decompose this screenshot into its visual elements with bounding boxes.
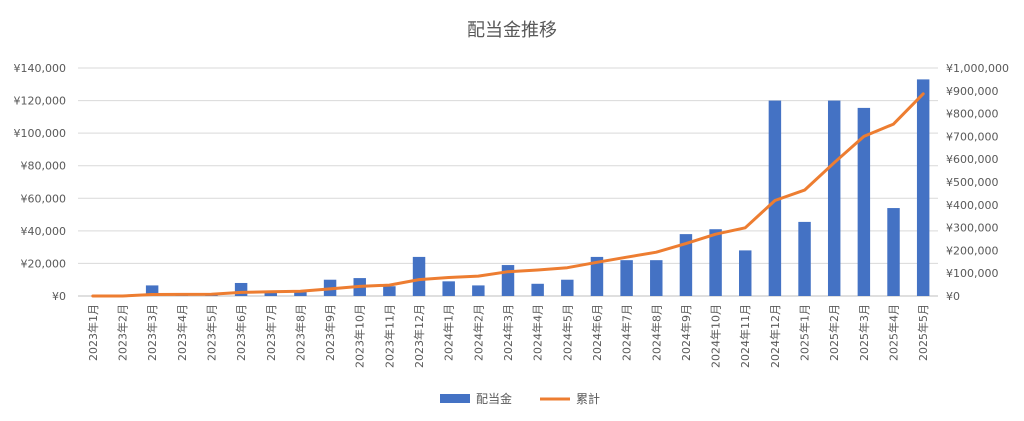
dividend-bar [916, 79, 930, 297]
dividend-bar [739, 250, 752, 296]
dividend-bar [264, 291, 277, 296]
chart-title: 配当金推移 [467, 20, 557, 41]
left-axis-tick-label: ¥40,000 [21, 225, 67, 238]
x-axis-tick-label: 2025年4月 [887, 304, 901, 361]
x-axis-tick-label: 2024年6月 [590, 304, 604, 361]
dividend-bar [679, 234, 693, 296]
x-axis-tick-label: 2023年8月 [293, 304, 307, 361]
right-axis-tick-label: ¥700,000 [946, 130, 999, 143]
dividend-bar [798, 221, 811, 296]
dividend-bar [145, 285, 159, 296]
gridlines [78, 67, 938, 297]
x-axis-tick-label: 2024年4月 [531, 304, 545, 361]
dividend-bar [501, 265, 515, 296]
right-axis-tick-label: ¥1,000,000 [946, 62, 1009, 75]
cumulative-line [91, 92, 925, 298]
dividend-bar [827, 100, 841, 296]
left-axis-tick-label: ¥0 [52, 290, 66, 303]
dividend-bar [709, 229, 722, 296]
x-axis-tick-label: 2024年12月 [768, 304, 782, 368]
legend: 配当金 累計 [440, 391, 600, 406]
x-axis-tick-label: 2023年10月 [353, 304, 367, 368]
x-axis-ticks: 2023年1月 2023年2月 2023年3月 2023年4月 2023年5月 2023年… [86, 304, 930, 368]
right-axis-tick-label: ¥900,000 [946, 85, 999, 98]
dividend-bar [472, 285, 485, 296]
x-axis-tick-label: 2023年12月 [412, 304, 426, 368]
x-axis-tick-label: 2025年1月 [798, 304, 812, 361]
right-axis-tick-label: ¥400,000 [946, 199, 999, 212]
x-axis-tick-label: 2025年5月 [916, 304, 930, 361]
x-axis-tick-label: 2024年7月 [620, 304, 634, 361]
right-axis-tick-label: ¥600,000 [946, 153, 999, 166]
x-axis-tick-label: 2023年11月 [382, 304, 396, 368]
x-axis-tick-label: 2025年3月 [857, 304, 871, 361]
x-axis-tick-label: 2023年4月 [175, 304, 189, 361]
x-axis-tick-label: 2023年7月 [264, 304, 278, 361]
x-axis-tick-label: 2024年11月 [738, 304, 752, 368]
dividend-bars [145, 79, 930, 297]
right-axis-tick-label: ¥0 [946, 290, 960, 303]
legend-label-dividend: 配当金 [476, 391, 512, 406]
x-axis-tick-label: 2023年1月 [86, 304, 100, 361]
legend-label-cumulative: 累計 [576, 391, 600, 406]
dividend-bar [294, 291, 307, 296]
dividend-bar [887, 208, 900, 296]
left-axis-tick-label: ¥120,000 [14, 95, 67, 108]
dividend-bar [383, 286, 396, 296]
x-axis-tick-label: 2023年3月 [145, 304, 159, 361]
left-axis-tick-label: ¥80,000 [21, 160, 67, 173]
legend-bar-swatch [440, 394, 470, 403]
x-axis-tick-label: 2024年10月 [709, 304, 723, 368]
x-axis-tick-label: 2023年6月 [234, 304, 248, 361]
left-axis-tick-label: ¥100,000 [14, 127, 67, 140]
x-axis-tick-label: 2024年1月 [442, 304, 456, 361]
x-axis-tick-label: 2025年2月 [827, 304, 841, 361]
dividend-bar [650, 260, 663, 296]
right-axis-tick-label: ¥800,000 [946, 108, 999, 121]
dividend-bar [412, 256, 426, 296]
dividend-bar [561, 279, 574, 296]
dividend-bar [620, 260, 633, 296]
x-axis-tick-label: 2023年5月 [204, 304, 218, 361]
x-axis-tick-label: 2024年5月 [560, 304, 574, 361]
dividend-bar [590, 256, 604, 296]
right-axis-ticks: ¥0 ¥100,000 ¥200,000 ¥300,000 ¥400,000 ¥500,0… [946, 62, 1009, 303]
dividend-bar [442, 281, 455, 296]
cumulative-series-line [91, 92, 925, 298]
x-axis-tick-label: 2023年2月 [116, 304, 130, 361]
left-axis-ticks: ¥0 ¥20,000 ¥40,000 ¥60,000 ¥80,000 ¥100,000 ¥1… [14, 62, 67, 303]
right-axis-tick-label: ¥100,000 [946, 267, 999, 280]
x-axis-tick-label: 2024年3月 [501, 304, 515, 361]
x-axis-tick-label: 2024年9月 [679, 304, 693, 361]
right-axis-tick-label: ¥500,000 [946, 176, 999, 189]
left-axis-tick-label: ¥20,000 [21, 257, 67, 270]
x-axis-tick-label: 2024年8月 [649, 304, 663, 361]
right-axis-tick-label: ¥200,000 [946, 244, 999, 257]
dividend-bar [531, 283, 544, 296]
right-axis-tick-label: ¥300,000 [946, 222, 999, 235]
left-axis-tick-label: ¥140,000 [14, 62, 67, 75]
dividend-bar [857, 107, 871, 297]
x-axis-tick-label: 2023年9月 [323, 304, 337, 361]
dividend-bar [768, 100, 782, 296]
left-axis-tick-label: ¥60,000 [21, 192, 67, 205]
x-axis-tick-label: 2024年2月 [471, 304, 485, 361]
